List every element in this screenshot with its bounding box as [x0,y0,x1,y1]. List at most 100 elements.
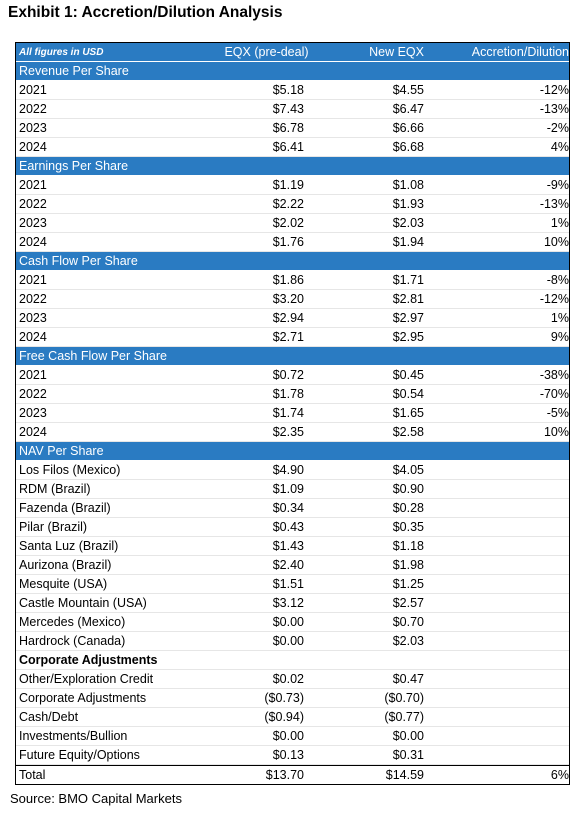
table-cell: -2% [546,121,569,135]
table: All figures in USD EQX (pre-deal) New EQX A… [15,42,570,785]
table-cell: Mercedes (Mexico) [19,615,126,629]
title: Exhibit 1: Accretion/Dilution Analysis [8,4,283,21]
table-cell: $0.13 [272,748,304,762]
table-row: 2024 $1.76 $1.94 10% [16,233,569,252]
table-cell: -12% [539,292,569,306]
table-cell: -5% [546,406,569,420]
table-row: 2021 $5.18 $4.55 -12% [16,81,569,100]
section-title: Revenue Per Share [19,64,129,78]
table-cell: $1.08 [392,178,424,192]
table-cell: 6% [550,768,569,782]
table-cell: $1.51 [272,577,304,591]
table-cell: All figures in USD [19,46,104,58]
table-cell: $0.00 [272,729,304,743]
table-cell: $1.74 [272,406,304,420]
table-cell: 2021 [19,368,47,382]
table-row: Aurizona (Brazil) $2.40 $1.98 [16,556,569,575]
table-cell: $2.95 [392,330,424,344]
table-cell: $2.03 [392,634,424,648]
table-row: 2023 $1.74 $1.65 -5% [16,404,569,423]
table-cell: $6.68 [392,140,424,154]
table-row: 2023 $2.02 $2.03 1% [16,214,569,233]
table-cell: 4% [550,140,569,154]
table-cell: 2022 [19,387,47,401]
table-cell: $0.00 [392,729,424,743]
subheading: Corporate Adjustments [19,653,158,667]
table-cell: $1.25 [392,577,424,591]
table-row: Mercedes (Mexico) $0.00 $0.70 [16,613,569,632]
table-cell: $0.00 [272,634,304,648]
table-cell: New EQX [369,45,424,59]
table-cell: ($0.73) [264,691,304,705]
table-cell: Accretion/Dilution [471,45,569,59]
table-cell: Investments/Bullion [19,729,128,743]
table-cell: $0.90 [392,482,424,496]
table-cell: 1% [550,216,569,230]
table-row: 2022 $1.78 $0.54 -70% [16,385,569,404]
table-cell: $1.18 [392,539,424,553]
table-cell: 10% [543,235,569,249]
table-cell: Santa Luz (Brazil) [19,539,119,553]
table-cell: $1.94 [392,235,424,249]
table-row: 2024 $2.35 $2.58 10% [16,423,569,442]
table-row: 2022 $3.20 $2.81 -12% [16,290,569,309]
table-cell: $0.34 [272,501,304,515]
table-cell: Fazenda (Brazil) [19,501,111,515]
table-row: 2024 $6.41 $6.68 4% [16,138,569,157]
table-cell: Total [19,768,46,782]
table-cell: $6.41 [272,140,304,154]
table-cell: ($0.94) [264,710,304,724]
table-cell: $0.47 [392,672,424,686]
table-cell: 1% [550,311,569,325]
table-cell: Cash/Debt [19,710,79,724]
table-row: 2021 $1.19 $1.08 -9% [16,176,569,195]
table-cell: $4.05 [392,463,424,477]
table-cell: $0.43 [272,520,304,534]
table-cell: $2.58 [392,425,424,439]
section-header: Revenue Per Share [16,62,569,81]
table-cell: $1.76 [272,235,304,249]
table-cell: $2.22 [272,197,304,211]
table-cell: $7.43 [272,102,304,116]
table-cell: 2024 [19,330,47,344]
table-row: Corporate Adjustments ($0.73) ($0.70) [16,689,569,708]
table-cell: $0.72 [272,368,304,382]
section-header: Free Cash Flow Per Share [16,347,569,366]
section-header: NAV Per Share [16,442,569,461]
table-cell: $2.94 [272,311,304,325]
table-row: Mesquite (USA) $1.51 $1.25 [16,575,569,594]
table-cell: $1.65 [392,406,424,420]
table-cell: $2.71 [272,330,304,344]
table-cell: Aurizona (Brazil) [19,558,112,572]
table-cell: 2021 [19,178,47,192]
table-cell: EQX (pre-deal) [224,45,309,59]
table-cell: $0.31 [392,748,424,762]
table-cell: -70% [539,387,569,401]
table-cell: $5.18 [272,83,304,97]
table-cell: 2021 [19,273,47,287]
table-cell: $1.71 [392,273,424,287]
table-cell: -9% [546,178,569,192]
section-header: Cash Flow Per Share [16,252,569,271]
table-cell: $1.19 [272,178,304,192]
table-cell: 2021 [19,83,47,97]
table-row: 2022 $7.43 $6.47 -13% [16,100,569,119]
table-row: RDM (Brazil) $1.09 $0.90 [16,480,569,499]
section-title: Cash Flow Per Share [19,254,138,268]
table-cell: $4.90 [272,463,304,477]
table-row: 2021 $0.72 $0.45 -38% [16,366,569,385]
table-cell: $3.20 [272,292,304,306]
table-cell: $2.81 [392,292,424,306]
table-cell: $0.45 [392,368,424,382]
table-cell: $13.70 [265,768,304,782]
table-cell: $2.40 [272,558,304,572]
table-cell: $6.66 [392,121,424,135]
table-cell: $4.55 [392,83,424,97]
table-cell: $6.47 [392,102,424,116]
table-cell: RDM (Brazil) [19,482,91,496]
table-cell: 2024 [19,140,47,154]
table-cell: $3.12 [272,596,304,610]
table-cell: -13% [539,197,569,211]
table-row: Future Equity/Options $0.13 $0.31 [16,746,569,765]
